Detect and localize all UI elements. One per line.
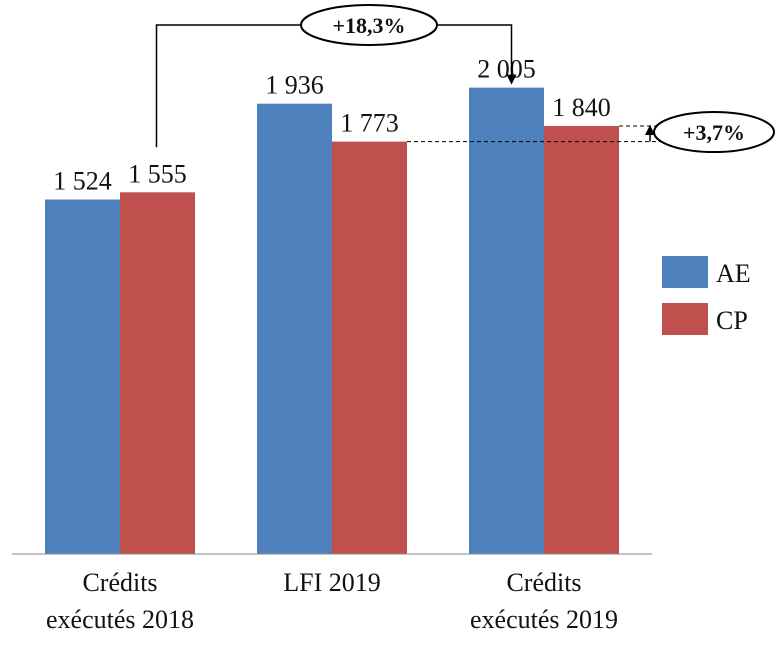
legend-swatch-ae: [662, 256, 708, 288]
legend-label-ae: AE: [716, 259, 751, 288]
category-label-0-0: Crédits: [82, 568, 157, 597]
annotation-text-2: +3,7%: [683, 120, 745, 145]
category-label-0-1: exécutés 2018: [46, 605, 194, 634]
data-label-ae-2: 2 005: [477, 55, 536, 84]
data-label-cp-1: 1 773: [340, 109, 399, 138]
category-label-2-0: Crédits: [506, 568, 581, 597]
category-label-1-0: LFI 2019: [283, 568, 381, 597]
category-label-2-1: exécutés 2019: [470, 605, 618, 634]
legend-swatch-cp: [662, 303, 708, 335]
data-label-ae-0: 1 524: [53, 167, 112, 196]
annotation-text-1: +18,3%: [332, 13, 405, 38]
annotation-connector-1: [155, 24, 517, 148]
data-label-cp-0: 1 555: [128, 159, 187, 188]
bar-cp-1: [332, 141, 407, 554]
data-label-cp-2: 1 840: [552, 93, 611, 122]
annotation-bubble-2: [653, 111, 775, 153]
bar-ae-1: [257, 103, 332, 554]
legend-label-cp: CP: [716, 306, 748, 335]
data-label-ae-1: 1 936: [265, 71, 324, 100]
bar-ae-2: [469, 87, 544, 555]
bar-ae-0: [45, 199, 120, 555]
bar-cp-0: [120, 192, 195, 554]
annotation-bubble-1: [300, 4, 438, 46]
bar-cp-2: [544, 126, 619, 555]
